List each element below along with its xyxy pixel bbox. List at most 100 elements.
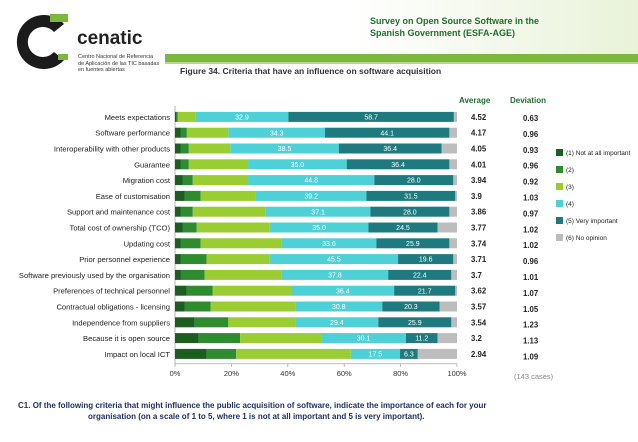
bar-segment [180,254,207,265]
bar-segment [175,159,181,170]
logo-subtitle: Centro Nacional de Referencia de Aplicac… [78,54,193,74]
category-label: Interoperability with other products [54,145,170,154]
bar-segment [175,301,185,312]
category-label: Total cost of ownership (TCO) [70,224,171,233]
average-value: 4.17 [471,129,486,138]
bar-segment [175,238,181,249]
bar-segment [376,238,450,249]
bar-segment [321,333,406,344]
bar-segment [394,285,456,296]
bar-segment [449,238,457,249]
deviation-value: 0.93 [523,146,539,155]
bar-segment [281,269,389,280]
bar-segment [366,190,456,201]
bar-value-label: 28.0 [407,178,421,185]
bar-segment [184,301,211,312]
question-prefix: C1. [18,401,31,410]
bar-segment [175,333,199,344]
deviation-value: 0.97 [523,209,538,218]
bar-segment [370,206,450,217]
deviation-value: 0.63 [523,114,539,123]
bar-segment [378,317,452,328]
bar-segment [206,254,270,265]
bar-segment [382,301,440,312]
deviation-value: 0.96 [523,257,539,266]
average-value: 3.57 [471,303,486,312]
bar-segment [206,348,237,359]
bar-segment [295,301,383,312]
bar-value-label: 44.1 [380,130,394,137]
bar-value-label: 30.8 [332,304,346,311]
legend-label: (6) No opinion [566,235,607,242]
logo-name: cenatic [77,28,143,49]
header-bar [0,0,638,62]
bar-segment [455,285,457,296]
bar-value-label: 32.9 [235,115,249,122]
bar-segment [186,285,213,296]
deviation-value: 1.23 [523,321,539,330]
x-tick-label: 20% [224,369,239,378]
deviation-value: 1.05 [523,305,539,314]
deviation-value: 1.07 [523,289,538,298]
bar-segment [180,269,205,280]
bar-segment [295,317,379,328]
legend-swatch [556,166,563,173]
bar-value-label: 38.5 [278,146,292,153]
bar-segment [176,111,178,122]
bar-segment [186,127,229,138]
survey-title: Survey on Open Source Software in the Sp… [370,15,600,39]
bar-segment [388,269,452,280]
bar-segment [175,190,185,201]
deviation-value: 1.09 [523,353,539,362]
bar-value-label: 44.8 [304,178,318,185]
deviation-value: 1.02 [523,225,539,234]
bar-segment [248,159,347,170]
average-value: 3.54 [471,318,487,327]
logo-subtitle-line: en fuentes abiertas [78,67,125,73]
bar-segment [281,238,377,249]
x-tick-label: 100% [447,369,467,378]
bar-segment [338,143,442,154]
bar-value-label: 28.0 [403,209,417,216]
bar-value-label: 35.0 [291,162,305,169]
bar-segment [204,269,282,280]
bar-segment [175,175,183,186]
bar-segment [194,317,229,328]
bar-segment [453,175,457,186]
bar-value-label: 21.7 [418,288,432,295]
bar-value-label: 34.3 [270,130,284,137]
legend-swatch [556,234,563,241]
bar-segment [374,175,454,186]
x-tick-label: 60% [337,369,352,378]
average-value: 3.71 [471,255,487,264]
deviation-value: 1.01 [523,273,539,282]
question-line-2: organisation (on a scale of 1 to 5, wher… [88,412,425,421]
bar-segment [175,222,183,233]
survey-question: C1. Of the following criteria that might… [18,400,618,422]
bar-segment [192,206,266,217]
bar-segment [398,254,454,265]
question-line-1: Of the following criteria that might inf… [32,401,487,410]
average-column-header: Average [459,96,491,105]
category-label: Ease of customisation [96,192,170,201]
average-value: 3.9 [471,192,483,201]
bar-segment [177,111,196,122]
legend-label: (3) [566,184,574,191]
bar-value-label: 22.4 [413,273,427,280]
x-tick-label: 0% [170,369,181,378]
bar-value-label: 33.6 [322,241,336,248]
bar-value-label: 11.2 [415,336,428,343]
bar-segment [451,269,457,280]
bar-segment [184,190,201,201]
average-value: 4.01 [471,160,487,169]
legend-swatch [556,217,563,224]
bar-segment [248,175,375,186]
bar-segment [350,348,401,359]
bar-segment [453,111,457,122]
bar-segment [175,317,195,328]
x-tick-label: 40% [280,369,295,378]
x-tick-label: 80% [393,369,408,378]
category-label: Migration cost [123,176,171,185]
bar-value-label: 36.4 [391,162,405,169]
header-stripe-light [165,62,638,64]
